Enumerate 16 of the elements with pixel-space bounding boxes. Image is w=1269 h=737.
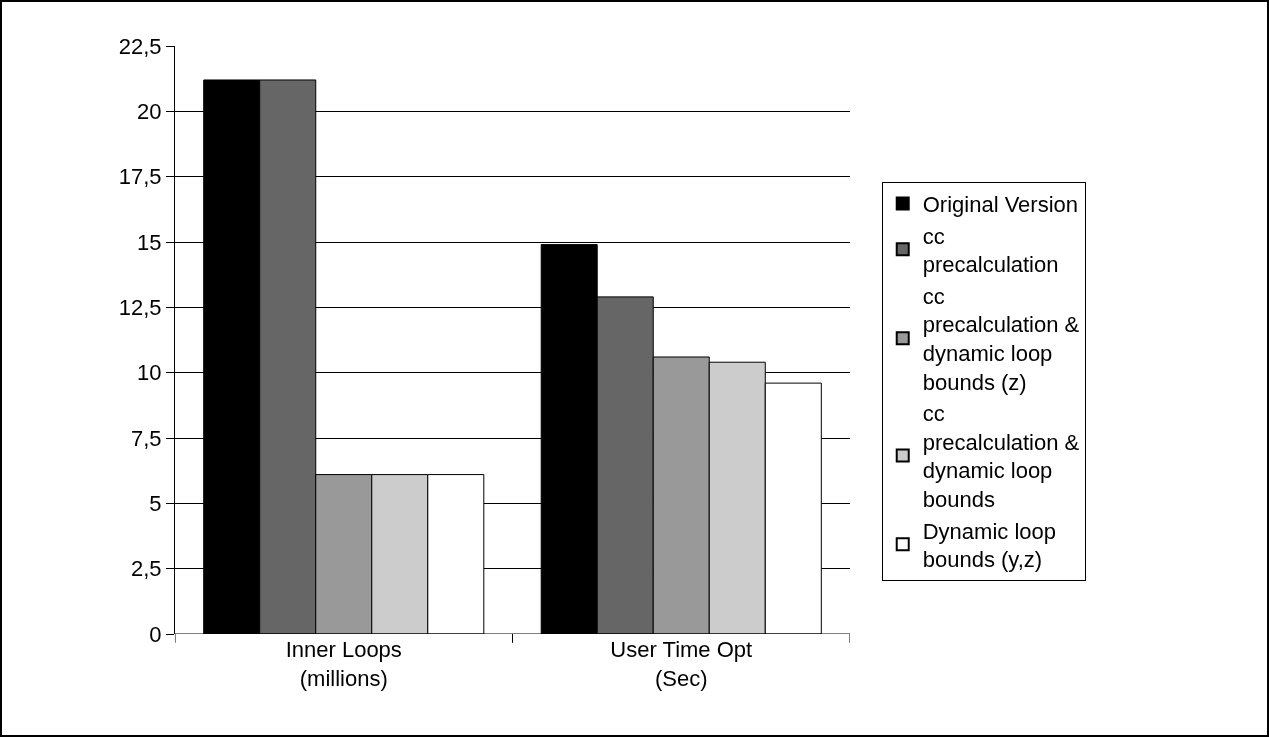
y-tick-label: 12,5 — [118, 295, 162, 321]
y-tick-label: 0 — [149, 621, 162, 647]
legend-label: Original Version — [922, 192, 1079, 218]
y-tick-label: 20 — [137, 99, 162, 125]
x-tick-label: Inner Loops (millions) — [285, 637, 402, 691]
y-tick-label: 22,5 — [118, 33, 162, 59]
y-tick-label: 17,5 — [118, 164, 162, 190]
y-tick-label: 5 — [149, 491, 162, 517]
y-tick-label: 10 — [137, 360, 162, 386]
legend-label: Dynamic loop bounds (y,z) — [922, 518, 1057, 573]
y-tick-label: 2,5 — [131, 556, 162, 582]
legend-label: cc precalculation & dynamic loop bounds — [922, 401, 1080, 513]
y-tick-label: 7,5 — [131, 425, 162, 451]
y-tick-label: 15 — [137, 229, 162, 255]
legend-label: cc precalculation & dynamic loop bounds (z) — [922, 283, 1080, 395]
x-tick-label: User Time Opt (Sec) — [610, 637, 753, 691]
